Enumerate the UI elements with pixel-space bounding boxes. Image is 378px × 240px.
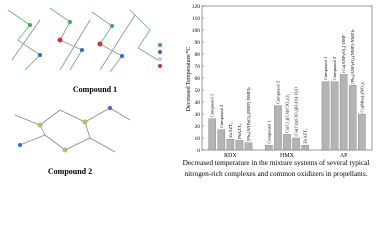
y-tick-label: 40	[195, 100, 201, 106]
y-tick-label: 30	[195, 112, 201, 118]
bar-label: [Pb₂(ANPyO)₂(NMP)·NMP]ₙ	[246, 87, 251, 141]
caption: Decreased temperature in the mixture sys…	[183, 158, 370, 167]
y-tick-label: 0	[197, 148, 200, 154]
y-tick-label: 10	[195, 136, 201, 142]
bar-label: ZnAZT₂	[303, 128, 308, 144]
bar	[283, 134, 291, 151]
x-tick-label: AP	[340, 153, 348, 159]
bar-label: Cu(Cl₂)(Cn)(ClO₄)₂]₂	[285, 93, 290, 132]
x-tick-label: HMX	[280, 153, 295, 159]
y-tick-label: 20	[195, 124, 201, 130]
figure: Compound 1 Compound 2 Decreased Temperat…	[7, 4, 373, 178]
bar	[274, 105, 282, 151]
bar	[348, 85, 357, 151]
compound-label: Compound 1	[73, 85, 117, 94]
bar	[292, 137, 300, 151]
y-tick-label: 110	[192, 16, 200, 22]
bar	[235, 140, 244, 151]
bar	[339, 74, 348, 151]
bar-label: ZnAZT₂	[228, 122, 233, 138]
bar	[265, 145, 273, 151]
bar-label: Compound 1	[266, 120, 271, 143]
atoms-1	[28, 20, 162, 68]
bar	[244, 142, 253, 151]
y-tick-label: 90	[195, 40, 201, 46]
bar-label: [Cu(ANPyO)₂]·DMF	[341, 34, 346, 73]
y-tick-label: 50	[195, 88, 201, 94]
bar-label: Compound 1	[210, 94, 215, 117]
atoms-2	[18, 106, 112, 153]
bar	[217, 129, 226, 151]
caption: nitrogen-rich complexes and common oxidi…	[185, 169, 368, 178]
bar-label: Compound 1	[323, 57, 328, 80]
y-tick-label: 100	[192, 28, 201, 34]
y-tick-label: 60	[195, 76, 201, 82]
compound-label: Compound 2	[48, 167, 92, 176]
bar	[301, 145, 309, 151]
x-tick-label: RDX	[224, 153, 237, 159]
bar-label: Compound 2	[219, 105, 224, 128]
bar	[321, 81, 330, 151]
y-tick-label: 70	[195, 64, 201, 70]
molecule-1	[7, 7, 159, 73]
bar-label: [Pb₂(ANPyO)₂(NMP)·NMP]ₙ	[350, 29, 355, 83]
bar	[358, 113, 366, 151]
bar-label: PbAZT₂	[237, 123, 242, 139]
molecule-2	[14, 107, 131, 153]
y-tick-label: 80	[195, 52, 201, 58]
bar	[330, 81, 339, 151]
bar-label: Compound 2	[275, 81, 280, 104]
bar-label: Compound 2	[332, 57, 337, 80]
y-tick-label: 120	[192, 4, 201, 10]
bar-label: [Co(Cn)(ClO₄)(H₂O)]·H₂O	[294, 87, 299, 137]
bar-label: Cu(Mtta)₂(NO₃)₂	[359, 81, 364, 112]
bar	[208, 118, 216, 151]
bar	[226, 139, 235, 151]
y-axis-label: Decreased Temperature/°C	[185, 47, 192, 112]
